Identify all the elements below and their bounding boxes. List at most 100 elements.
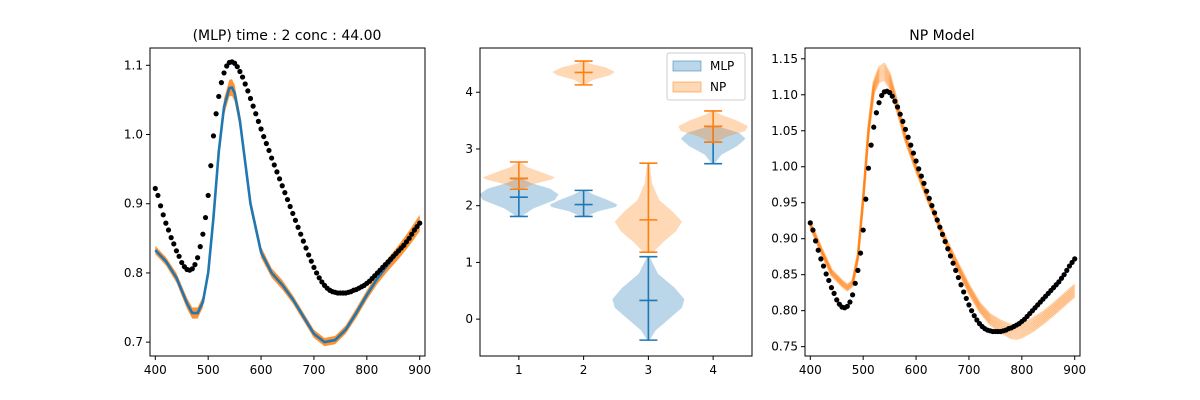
data-point xyxy=(974,317,980,323)
y-tick-label: 0.90 xyxy=(771,232,798,246)
y-tick-label: 4 xyxy=(465,85,473,99)
data-point xyxy=(905,134,911,140)
data-point xyxy=(876,100,882,106)
data-point xyxy=(963,295,969,302)
data-point xyxy=(245,88,251,94)
data-point xyxy=(276,176,283,182)
data-point xyxy=(1064,267,1070,273)
data-point xyxy=(1058,275,1065,281)
y-tick-label: 0.85 xyxy=(771,268,798,282)
y-tick-label: 1.0 xyxy=(124,128,143,142)
data-point xyxy=(955,274,961,281)
panel1-plot-area xyxy=(152,59,423,347)
data-point xyxy=(902,126,909,132)
panel2-y-axis: 0 1 2 3 4 xyxy=(465,85,480,326)
panel1-x-axis: 400 500 600 700 800 900 xyxy=(144,356,431,377)
y-tick-label: 0.80 xyxy=(771,304,798,318)
data-point xyxy=(155,192,161,199)
data-point xyxy=(160,212,166,218)
y-tick-label: 1.10 xyxy=(771,88,798,102)
y-tick-label: 0.95 xyxy=(771,196,798,210)
data-point xyxy=(152,185,158,192)
data-point xyxy=(282,190,288,196)
data-point xyxy=(1072,256,1078,262)
data-point xyxy=(820,263,827,269)
data-point xyxy=(253,111,259,117)
sample-line xyxy=(809,68,1076,332)
data-point xyxy=(1066,263,1073,269)
data-point xyxy=(807,220,813,226)
data-point xyxy=(216,93,222,100)
data-point xyxy=(316,275,322,281)
data-point xyxy=(250,103,256,109)
data-point xyxy=(871,124,877,130)
data-point xyxy=(176,253,182,259)
data-point xyxy=(292,217,299,223)
data-point xyxy=(913,158,919,164)
panel1-title: (MLP) time : 2 conc : 44.00 xyxy=(193,28,382,44)
data-point xyxy=(163,220,169,226)
x-tick-label: 800 xyxy=(355,363,378,377)
data-point xyxy=(834,297,840,303)
data-point xyxy=(939,231,946,237)
data-point xyxy=(168,235,174,241)
data-point xyxy=(1061,272,1067,278)
sample-line xyxy=(809,70,1076,334)
y-tick-label: 1.15 xyxy=(771,52,798,66)
data-point xyxy=(929,202,935,209)
data-point xyxy=(916,166,922,172)
x-tick-label: 900 xyxy=(1063,363,1086,377)
x-tick-label: 700 xyxy=(302,363,325,377)
data-point xyxy=(823,271,829,277)
x-tick-label: 400 xyxy=(144,363,167,377)
legend-label-np: NP xyxy=(710,80,726,94)
data-point xyxy=(239,74,246,80)
data-point xyxy=(966,302,972,308)
data-point xyxy=(910,150,917,156)
data-point xyxy=(313,270,320,276)
x-tick-label: 600 xyxy=(905,363,928,377)
data-point xyxy=(826,277,832,284)
data-point xyxy=(271,162,277,168)
data-point xyxy=(950,260,956,266)
data-point xyxy=(958,282,964,288)
panel3-y-axis: 0.75 0.80 0.85 0.90 0.95 1.00 1.05 1.10 1.15 xyxy=(771,52,805,354)
panel3-plot-area xyxy=(807,62,1078,340)
y-tick-label: 0.8 xyxy=(124,266,143,280)
data-point xyxy=(889,93,895,99)
data-point xyxy=(926,195,932,202)
data-point xyxy=(810,227,816,233)
y-tick-label: 1 xyxy=(465,255,473,269)
y-tick-label: 0 xyxy=(465,312,473,326)
data-point xyxy=(815,247,821,253)
data-point xyxy=(298,231,304,237)
data-point xyxy=(417,220,423,226)
data-point xyxy=(953,267,959,273)
x-tick-label: 700 xyxy=(957,363,980,377)
data-point xyxy=(242,81,248,87)
panel1-frame xyxy=(149,47,426,357)
data-point xyxy=(311,264,317,271)
data-point xyxy=(295,224,301,230)
data-point xyxy=(173,248,180,254)
data-point xyxy=(855,267,861,273)
y-tick-label: 1.05 xyxy=(771,124,798,138)
data-point xyxy=(1056,279,1062,285)
data-point xyxy=(165,227,172,233)
data-point xyxy=(192,262,198,268)
data-point xyxy=(1069,259,1075,266)
x-tick-label: 800 xyxy=(1010,363,1033,377)
data-point xyxy=(828,285,835,291)
y-tick-label: 3 xyxy=(465,142,473,156)
sample-line xyxy=(809,75,1076,338)
data-point xyxy=(971,313,977,319)
legend: MLP NP xyxy=(666,52,746,101)
panel2-frame xyxy=(479,47,753,357)
data-point xyxy=(202,214,209,221)
legend-swatch-np xyxy=(672,81,702,93)
data-point xyxy=(863,196,869,202)
data-point xyxy=(171,241,177,247)
data-point xyxy=(879,92,885,99)
data-point xyxy=(200,231,206,237)
